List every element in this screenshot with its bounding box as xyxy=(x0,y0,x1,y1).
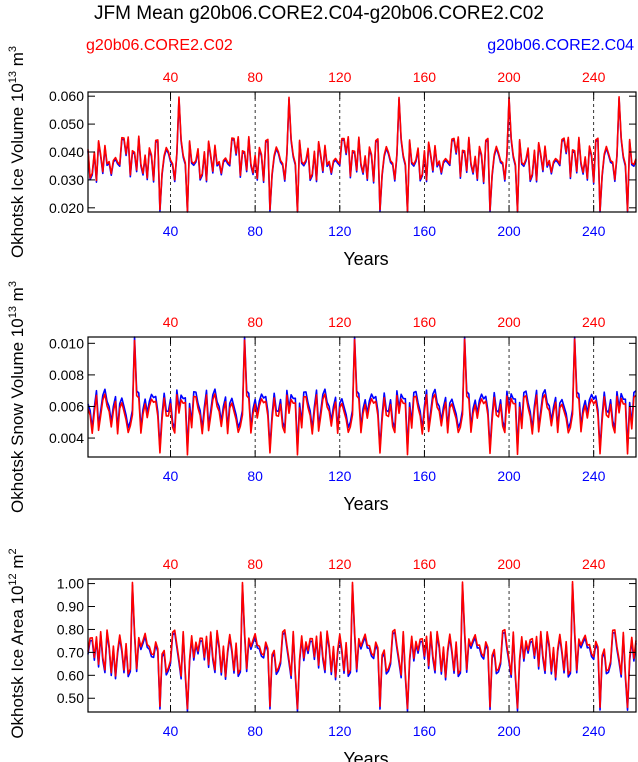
x-tick-label-top: 160 xyxy=(413,314,437,330)
y-tick-label: 0.50 xyxy=(57,690,84,706)
x-tick-label-bottom: 200 xyxy=(497,723,521,739)
x-tick-label-top: 120 xyxy=(328,556,352,572)
y-axis-label: Okhotsk Ice Area 1012 m2 xyxy=(7,548,27,738)
x-tick-label-top: 40 xyxy=(163,69,179,85)
x-tick-label-top: 80 xyxy=(247,556,263,572)
panel-2: 0.004 0.006 0.008 0.010 40 40 80 80 120 120 160 160… xyxy=(7,281,637,514)
y-tick-label: 0.006 xyxy=(49,398,84,414)
x-tick-label-top: 160 xyxy=(413,69,437,85)
x-tick-label-bottom: 120 xyxy=(328,468,352,484)
x-tick-label-top: 120 xyxy=(328,314,352,330)
x-tick-label-top: 80 xyxy=(247,69,263,85)
legend-red-label: g20b06.CORE2.C02 xyxy=(86,37,233,54)
x-tick-label-bottom: 240 xyxy=(582,468,606,484)
y-tick-label: 1.00 xyxy=(57,576,84,592)
y-tick-label: 0.80 xyxy=(57,621,84,637)
plot-frame xyxy=(87,578,637,713)
x-tick-label-top: 40 xyxy=(163,314,179,330)
x-tick-label-bottom: 40 xyxy=(163,723,179,739)
x-tick-label-top: 200 xyxy=(497,556,521,572)
legend-blue-label: g20b06.CORE2.C04 xyxy=(487,37,634,54)
x-tick-label-bottom: 240 xyxy=(582,723,606,739)
x-tick-label-top: 80 xyxy=(247,314,263,330)
x-tick-label-top: 40 xyxy=(163,556,179,572)
x-tick-label-bottom: 40 xyxy=(163,223,179,239)
y-tick-label: 0.004 xyxy=(49,430,84,446)
x-tick-label-bottom: 40 xyxy=(163,468,179,484)
x-tick-label-bottom: 160 xyxy=(413,723,437,739)
x-tick-label-top: 240 xyxy=(582,314,606,330)
x-tick-label-top: 200 xyxy=(497,69,521,85)
y-tick-label: 0.050 xyxy=(49,116,84,132)
chart-title: JFM Mean g20b06.CORE2.C04-g20b06.CORE2.C… xyxy=(94,3,544,24)
x-tick-label-bottom: 80 xyxy=(247,223,263,239)
y-tick-label: 0.70 xyxy=(57,644,84,660)
x-tick-label-bottom: 200 xyxy=(497,468,521,484)
x-tick-label-top: 240 xyxy=(582,69,606,85)
panel-3: 0.50 0.60 0.70 0.80 0.90 1.00 40 40 80 80 120 120 16… xyxy=(7,548,637,762)
series-line-red xyxy=(87,96,637,213)
x-tick-label-bottom: 240 xyxy=(582,223,606,239)
y-tick-label: 0.020 xyxy=(49,200,84,216)
y-tick-label: 0.60 xyxy=(57,667,84,683)
panel-1: 0.020 0.030 0.040 0.050 0.060 40 40 80 80 120 120 1… xyxy=(7,46,637,269)
y-axis-label: Okhotsk Ice Volume 1013 m3 xyxy=(7,46,27,258)
y-tick-label: 0.008 xyxy=(49,367,84,383)
y-tick-label: 0.90 xyxy=(57,599,84,615)
y-tick-label: 0.010 xyxy=(49,335,84,351)
x-tick-label-bottom: 160 xyxy=(413,223,437,239)
y-axis-label: Okhotsk Snow Volume 1013 m3 xyxy=(7,281,27,513)
plot-frame xyxy=(87,336,637,458)
series-line-red xyxy=(87,338,637,456)
y-tick-label: 0.040 xyxy=(49,144,84,160)
x-tick-label-bottom: 80 xyxy=(247,468,263,484)
series-line-red xyxy=(87,580,637,710)
x-axis-label: Years xyxy=(343,249,388,269)
x-tick-label-top: 240 xyxy=(582,556,606,572)
y-tick-label: 0.060 xyxy=(49,88,84,104)
x-axis-label: Years xyxy=(343,494,388,514)
x-tick-label-top: 160 xyxy=(413,556,437,572)
x-tick-label-top: 200 xyxy=(497,314,521,330)
x-tick-label-top: 120 xyxy=(328,69,352,85)
x-tick-label-bottom: 160 xyxy=(413,468,437,484)
x-tick-label-bottom: 200 xyxy=(497,223,521,239)
x-axis-label: Years xyxy=(343,749,388,762)
x-tick-label-bottom: 80 xyxy=(247,723,263,739)
x-tick-label-bottom: 120 xyxy=(328,223,352,239)
x-tick-label-bottom: 120 xyxy=(328,723,352,739)
y-tick-label: 0.030 xyxy=(49,172,84,188)
